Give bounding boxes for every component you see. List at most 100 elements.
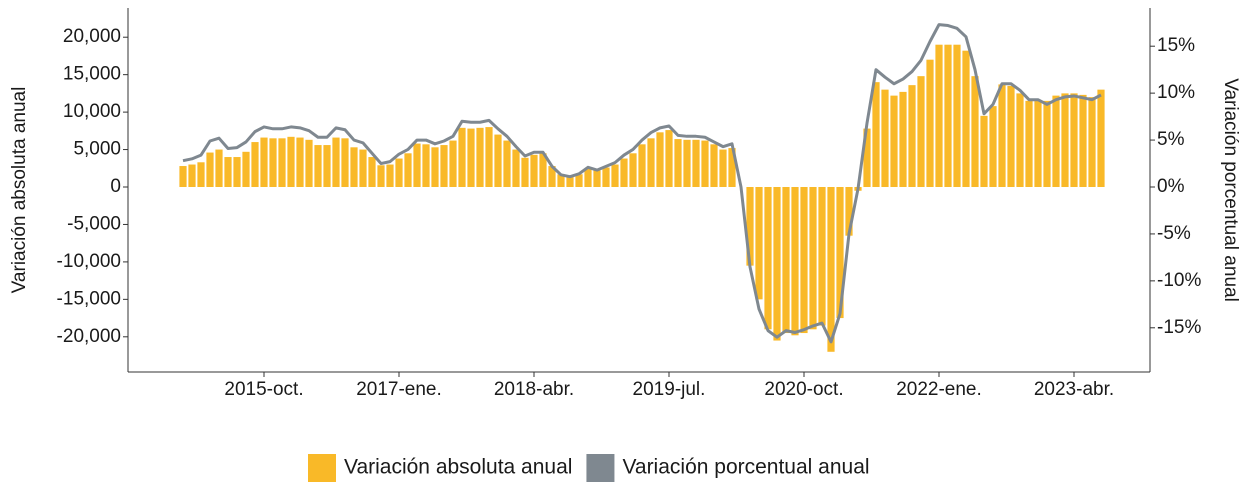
bar bbox=[233, 157, 241, 188]
y-axis-title: Variación absoluta anual bbox=[9, 87, 30, 294]
y-tick-label: 5,000 bbox=[73, 139, 121, 160]
bar bbox=[755, 187, 763, 300]
bar bbox=[575, 174, 583, 188]
x-tick-label: 2023-abr. bbox=[1034, 379, 1114, 400]
bar bbox=[512, 149, 520, 188]
bar bbox=[548, 166, 556, 188]
bar bbox=[359, 149, 367, 188]
bar bbox=[314, 145, 322, 188]
bar bbox=[269, 138, 277, 188]
bar bbox=[422, 144, 430, 188]
bar bbox=[530, 154, 538, 188]
bar bbox=[872, 82, 880, 188]
y2-tick-label: -5% bbox=[1157, 223, 1191, 244]
bar bbox=[179, 166, 187, 188]
bar bbox=[917, 76, 925, 188]
bar bbox=[341, 138, 349, 188]
bar bbox=[368, 157, 376, 188]
bar bbox=[935, 44, 943, 188]
bar bbox=[350, 147, 358, 188]
bar bbox=[692, 139, 700, 188]
bar bbox=[1025, 100, 1033, 188]
bar bbox=[1070, 93, 1078, 188]
y-tick-label: -20,000 bbox=[57, 326, 121, 347]
y2-tick-label: 15% bbox=[1157, 35, 1195, 56]
bar bbox=[521, 157, 529, 188]
x-tick-label: 2015-oct. bbox=[224, 379, 303, 400]
bar bbox=[206, 152, 214, 188]
y-tick-label: -5,000 bbox=[67, 213, 121, 234]
bar bbox=[899, 91, 907, 188]
bar bbox=[503, 140, 511, 188]
bar bbox=[890, 95, 898, 188]
bar bbox=[1088, 97, 1096, 188]
bar bbox=[215, 149, 223, 188]
bar bbox=[566, 175, 574, 188]
bar bbox=[188, 164, 196, 188]
bar bbox=[674, 139, 682, 188]
bar bbox=[953, 44, 961, 188]
bar bbox=[458, 127, 466, 188]
bar bbox=[467, 128, 475, 188]
bar bbox=[962, 50, 970, 188]
bar bbox=[863, 128, 871, 188]
bar bbox=[1043, 100, 1051, 188]
x-tick-label: 2020-oct. bbox=[764, 379, 843, 400]
bar bbox=[278, 138, 286, 188]
bar bbox=[818, 187, 826, 326]
y2-tick-label: 5% bbox=[1157, 129, 1185, 150]
bar bbox=[998, 84, 1006, 188]
bar bbox=[827, 187, 835, 352]
y-tick-label: -15,000 bbox=[57, 288, 121, 309]
bar bbox=[1007, 85, 1015, 188]
bar bbox=[332, 137, 340, 188]
bar bbox=[494, 134, 502, 188]
line bbox=[182, 23, 1102, 344]
bar bbox=[701, 140, 709, 188]
bar bbox=[746, 187, 754, 266]
y2-tick-label: 0% bbox=[1157, 176, 1185, 197]
bar bbox=[242, 151, 250, 188]
bar bbox=[809, 187, 817, 330]
y2-tick-label: -10% bbox=[1157, 270, 1201, 291]
bar bbox=[1097, 89, 1105, 188]
y2-axis-title: Variación porcentual anual bbox=[1220, 78, 1241, 302]
bar bbox=[440, 145, 448, 188]
bar bbox=[1016, 93, 1024, 188]
bar bbox=[449, 140, 457, 188]
bar bbox=[197, 162, 205, 188]
bar bbox=[773, 187, 781, 341]
bar bbox=[719, 149, 727, 188]
bar bbox=[728, 148, 736, 188]
bar bbox=[413, 143, 421, 188]
bar bbox=[944, 44, 952, 188]
legend-label: Variación porcentual anual bbox=[622, 456, 869, 479]
y2-tick-label: 10% bbox=[1157, 82, 1195, 103]
bar bbox=[926, 59, 934, 188]
bar bbox=[593, 170, 601, 188]
bar bbox=[323, 145, 331, 188]
bar bbox=[251, 142, 259, 188]
bar bbox=[377, 165, 385, 188]
bar bbox=[557, 174, 565, 188]
y-tick-label: 20,000 bbox=[63, 26, 121, 47]
bar bbox=[800, 187, 808, 334]
bar bbox=[836, 187, 844, 319]
bar bbox=[764, 187, 772, 330]
bar bbox=[584, 168, 592, 188]
bar bbox=[683, 139, 691, 188]
bar bbox=[485, 127, 493, 188]
y-tick-label: 15,000 bbox=[63, 64, 121, 85]
x-tick-label: 2022-ene. bbox=[896, 379, 982, 400]
bar bbox=[404, 153, 412, 188]
bar bbox=[710, 144, 718, 188]
bar bbox=[287, 136, 295, 188]
bar bbox=[665, 130, 673, 188]
legend-swatch bbox=[308, 454, 336, 482]
legend-swatch bbox=[586, 454, 615, 482]
bar bbox=[386, 164, 394, 188]
bar bbox=[971, 76, 979, 188]
y-tick-label: 10,000 bbox=[63, 101, 121, 122]
x-tick-label: 2017-ene. bbox=[356, 379, 442, 400]
